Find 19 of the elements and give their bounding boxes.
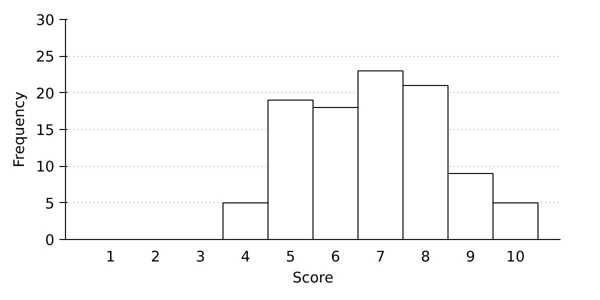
y-tick-label: 10 <box>36 158 55 176</box>
x-axis-title: Score <box>292 270 334 286</box>
x-tick-label: 5 <box>286 248 296 266</box>
y-tick-label: 15 <box>36 122 55 139</box>
y-tick-label: 20 <box>36 85 55 102</box>
x-tick-label: 9 <box>466 248 476 266</box>
x-tick-label: 1 <box>106 248 116 266</box>
y-tick-label: 30 <box>36 12 55 29</box>
x-tick-label: 4 <box>240 248 250 266</box>
x-tick-label: 7 <box>376 248 386 266</box>
x-tick-label: 10 <box>506 248 525 266</box>
y-axis-title: Frequency <box>10 91 28 168</box>
y-tick-label: 5 <box>45 195 55 212</box>
y-tick-label: 0 <box>45 232 55 249</box>
x-tick-label: 6 <box>330 248 340 266</box>
x-tick-label: 8 <box>420 248 430 266</box>
x-tick-label: 2 <box>150 248 160 266</box>
x-tick-label: 3 <box>196 248 206 266</box>
y-tick-label: 25 <box>36 48 55 66</box>
